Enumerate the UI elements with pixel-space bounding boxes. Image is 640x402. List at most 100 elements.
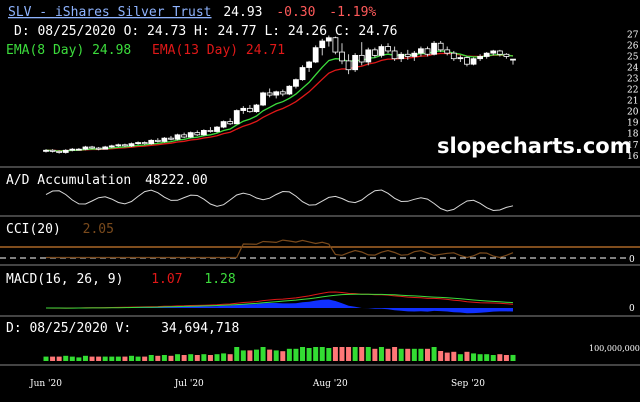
candle-up (352, 54, 359, 71)
volume-bar (339, 347, 345, 361)
candle-down (89, 146, 95, 149)
volume-bar (293, 348, 299, 361)
price-tick-label: 25 (627, 52, 639, 62)
candle-up (148, 139, 155, 145)
ema8-label: EMA(8 Day) 24.98 (6, 43, 131, 58)
macd-signal-line (46, 293, 514, 309)
volume-bar (188, 354, 194, 361)
candle-up (108, 145, 115, 148)
candle-down (332, 37, 339, 53)
volume-bar (221, 353, 227, 361)
volume-bar (503, 355, 509, 361)
volume-bar (155, 355, 161, 361)
volume-bar (227, 354, 233, 361)
candle-up (299, 67, 306, 81)
volume-bar (63, 355, 69, 361)
candle-down (385, 46, 391, 52)
volume-bar (56, 356, 62, 361)
ad-line (45, 189, 514, 212)
cci-readout: CCI(20) 2.05 (6, 222, 114, 237)
volume-bar (50, 356, 56, 361)
candle-up (240, 107, 247, 111)
symbol-link[interactable]: SLV - iShares Silver Trust (8, 5, 212, 20)
volume-bar (161, 355, 167, 361)
volume-bar (319, 347, 325, 361)
candle-up (115, 144, 122, 147)
candle-up (312, 47, 319, 63)
volume-bar (484, 354, 490, 361)
volume-bar (43, 356, 49, 361)
price-tick-label: 23 (627, 75, 639, 85)
volume-bar (240, 350, 246, 361)
price-tick-label: 21 (627, 97, 638, 107)
price-tick-label: 19 (627, 119, 639, 129)
volume-bar (444, 352, 450, 361)
candle-up (286, 85, 293, 95)
candle-up (214, 126, 220, 132)
volume-bar (372, 348, 378, 361)
volume-bar (76, 357, 82, 361)
volume-bar (510, 354, 516, 361)
volume-bar (175, 354, 181, 361)
candle-down (95, 147, 102, 150)
volume-bar (207, 355, 213, 361)
volume-bar (247, 350, 253, 361)
candle-up (233, 110, 240, 125)
volume-readout: D: 08/25/2020 V: 34,694,718 (6, 321, 239, 336)
price-tick-label: 16 (627, 152, 639, 162)
date-tick-label: Jul '20 (174, 379, 204, 389)
candle-up (457, 57, 464, 60)
candle-down (227, 121, 234, 125)
volume-bar (424, 348, 430, 361)
cci-value: 2.05 (83, 222, 114, 237)
candle-down (181, 134, 188, 138)
title-line: SLV - iShares Silver Trust 24.93 -0.30 -… (8, 5, 376, 20)
volume-bar (82, 355, 88, 361)
volume-bar (431, 347, 437, 361)
candle-up (102, 146, 109, 150)
volume-bar (168, 355, 174, 361)
candle-down (371, 49, 378, 56)
volume-bar (477, 354, 483, 361)
volume-bar (359, 347, 365, 361)
macd-readout: MACD(16, 26, 9) 1.07 1.28 (6, 272, 236, 287)
candle-down (56, 150, 63, 153)
candle-down (424, 48, 431, 55)
candle-up (174, 134, 181, 140)
candle-down (141, 142, 148, 145)
macd-value-1: 1.07 (151, 272, 182, 287)
volume-bar (148, 355, 154, 361)
volume-bar (378, 347, 384, 361)
candle-down (444, 49, 451, 54)
price-tick-label: 20 (627, 108, 639, 118)
volume-bar (201, 354, 207, 361)
volume-bar (411, 348, 417, 361)
macd-zero-label: 0 (629, 304, 635, 314)
price-tick-label: 18 (627, 130, 639, 140)
volume-bar (392, 347, 398, 361)
candle-up (470, 58, 477, 65)
candle-down (345, 60, 352, 71)
candle-down (358, 54, 365, 63)
candle-up (128, 143, 135, 147)
candle-up (260, 92, 266, 106)
macd-panel: MACD(16, 26, 9) 1.07 1.28 0 (6, 272, 635, 314)
volume-bar (313, 347, 319, 361)
candle-up (510, 58, 516, 61)
macd-histogram-area (46, 299, 513, 314)
cci-panel: CCI(20) 2.05 0 (0, 222, 640, 265)
last-price: 24.93 (223, 5, 262, 20)
volume-bar (346, 347, 352, 361)
date-tick-label: Sep '20 (451, 379, 485, 389)
date-tick-label: Aug '20 (312, 379, 348, 389)
volume-bar (464, 351, 470, 361)
candle-up (273, 91, 280, 96)
candle-down (503, 53, 510, 57)
candle-up (220, 121, 227, 128)
volume-scale-label: 100,000,000 (589, 344, 640, 353)
volume-bar (471, 353, 477, 361)
volume-bar (260, 347, 266, 361)
volume-bar (142, 356, 148, 361)
price-change: -0.30 (276, 5, 315, 20)
